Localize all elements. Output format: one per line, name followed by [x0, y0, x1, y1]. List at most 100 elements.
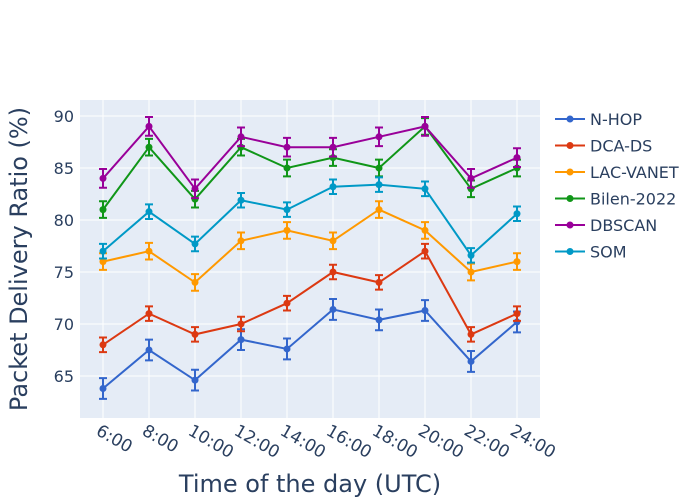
data-point[interactable]	[99, 341, 107, 349]
data-point[interactable]	[375, 206, 383, 214]
data-point[interactable]	[329, 268, 337, 276]
data-point[interactable]	[421, 122, 429, 130]
legend-marker	[566, 168, 574, 176]
y-axis-title: Packet Delivery Ratio (%)	[5, 107, 33, 411]
data-point[interactable]	[375, 133, 383, 141]
series-line	[102, 124, 518, 211]
data-point[interactable]	[283, 206, 291, 214]
data-point[interactable]	[99, 258, 107, 266]
legend-marker	[566, 142, 574, 149]
x-tick-label: 22:00	[461, 421, 513, 463]
series-line	[102, 124, 518, 191]
series-line	[102, 308, 518, 390]
legend-label: SOM	[590, 243, 627, 262]
data-point[interactable]	[99, 247, 107, 255]
data-point[interactable]	[283, 345, 291, 353]
data-point[interactable]	[283, 226, 291, 234]
data-point[interactable]	[513, 154, 521, 162]
data-point[interactable]	[421, 306, 429, 314]
series-line	[102, 249, 518, 346]
data-point[interactable]	[375, 181, 383, 189]
data-point[interactable]	[145, 143, 153, 151]
series-dca-ds	[99, 242, 521, 354]
legend-item[interactable]: Bilen-2022	[555, 190, 676, 209]
data-point[interactable]	[237, 133, 245, 141]
legend-item[interactable]: SOM	[555, 243, 627, 262]
x-tick-label: 8:00	[139, 421, 182, 457]
x-tick-label: 16:00	[323, 421, 375, 463]
data-point[interactable]	[145, 247, 153, 255]
data-point[interactable]	[283, 299, 291, 307]
legend-item[interactable]: N-HOP	[555, 110, 642, 129]
data-point[interactable]	[513, 310, 521, 318]
data-point[interactable]	[99, 174, 107, 182]
data-point[interactable]	[145, 208, 153, 216]
data-point[interactable]	[99, 384, 107, 392]
data-point[interactable]	[329, 305, 337, 313]
legend-marker	[566, 248, 574, 255]
x-tick-label: 12:00	[231, 421, 283, 463]
series-dbscan	[99, 116, 521, 200]
data-point[interactable]	[513, 210, 521, 218]
series-line	[102, 183, 518, 257]
legend-label: DCA-DS	[590, 137, 652, 156]
legend-marker	[566, 115, 574, 123]
series-bilen-2022	[99, 117, 521, 219]
x-axis-title: Time of the day (UTC)	[178, 470, 441, 498]
plot-area	[80, 100, 540, 418]
legend-item[interactable]: DCA-DS	[555, 137, 652, 156]
legend-label: N-HOP	[590, 110, 642, 129]
x-tick-label: 24:00	[507, 421, 559, 463]
y-tick-label: 85	[54, 159, 74, 178]
series-som	[99, 176, 521, 264]
data-point[interactable]	[237, 237, 245, 245]
data-point[interactable]	[421, 226, 429, 234]
data-point[interactable]	[375, 316, 383, 324]
data-point[interactable]	[191, 376, 199, 384]
data-point[interactable]	[467, 268, 475, 276]
data-point[interactable]	[237, 336, 245, 344]
data-point[interactable]	[191, 185, 199, 193]
data-point[interactable]	[375, 278, 383, 286]
series-n-hop	[99, 298, 521, 400]
data-point[interactable]	[191, 330, 199, 338]
x-tick-label: 10:00	[185, 421, 237, 463]
data-point[interactable]	[237, 196, 245, 204]
data-point[interactable]	[329, 183, 337, 191]
x-tick-label: 18:00	[369, 421, 421, 463]
y-tick-label: 75	[54, 263, 74, 282]
data-point[interactable]	[329, 237, 337, 245]
legend-item[interactable]: DBSCAN	[555, 216, 657, 235]
data-point[interactable]	[99, 206, 107, 214]
data-point[interactable]	[421, 247, 429, 255]
data-point[interactable]	[191, 240, 199, 248]
data-point[interactable]	[145, 310, 153, 318]
y-tick-label: 80	[54, 211, 74, 230]
x-tick-label: 14:00	[277, 421, 329, 463]
data-point[interactable]	[467, 357, 475, 365]
data-point[interactable]	[467, 330, 475, 338]
data-point[interactable]	[145, 122, 153, 130]
legend-marker	[566, 221, 574, 229]
legend-item[interactable]: LAC-VANET	[555, 163, 679, 182]
x-tick-label: 6:00	[93, 421, 136, 457]
legend-label: LAC-VANET	[590, 163, 679, 182]
data-point[interactable]	[513, 258, 521, 266]
data-point[interactable]	[375, 164, 383, 172]
data-point[interactable]	[467, 174, 475, 182]
legend-label: Bilen-2022	[590, 190, 676, 209]
data-point[interactable]	[283, 143, 291, 151]
series-lac-vanet	[99, 200, 521, 292]
y-tick-label: 90	[54, 107, 74, 126]
data-point[interactable]	[283, 164, 291, 172]
data-point[interactable]	[467, 251, 475, 259]
y-tick-label: 65	[54, 367, 74, 386]
data-point[interactable]	[329, 143, 337, 151]
series-line	[102, 208, 518, 284]
data-point[interactable]	[145, 346, 153, 354]
data-point[interactable]	[421, 185, 429, 193]
data-point[interactable]	[237, 320, 245, 328]
data-point[interactable]	[191, 278, 199, 286]
